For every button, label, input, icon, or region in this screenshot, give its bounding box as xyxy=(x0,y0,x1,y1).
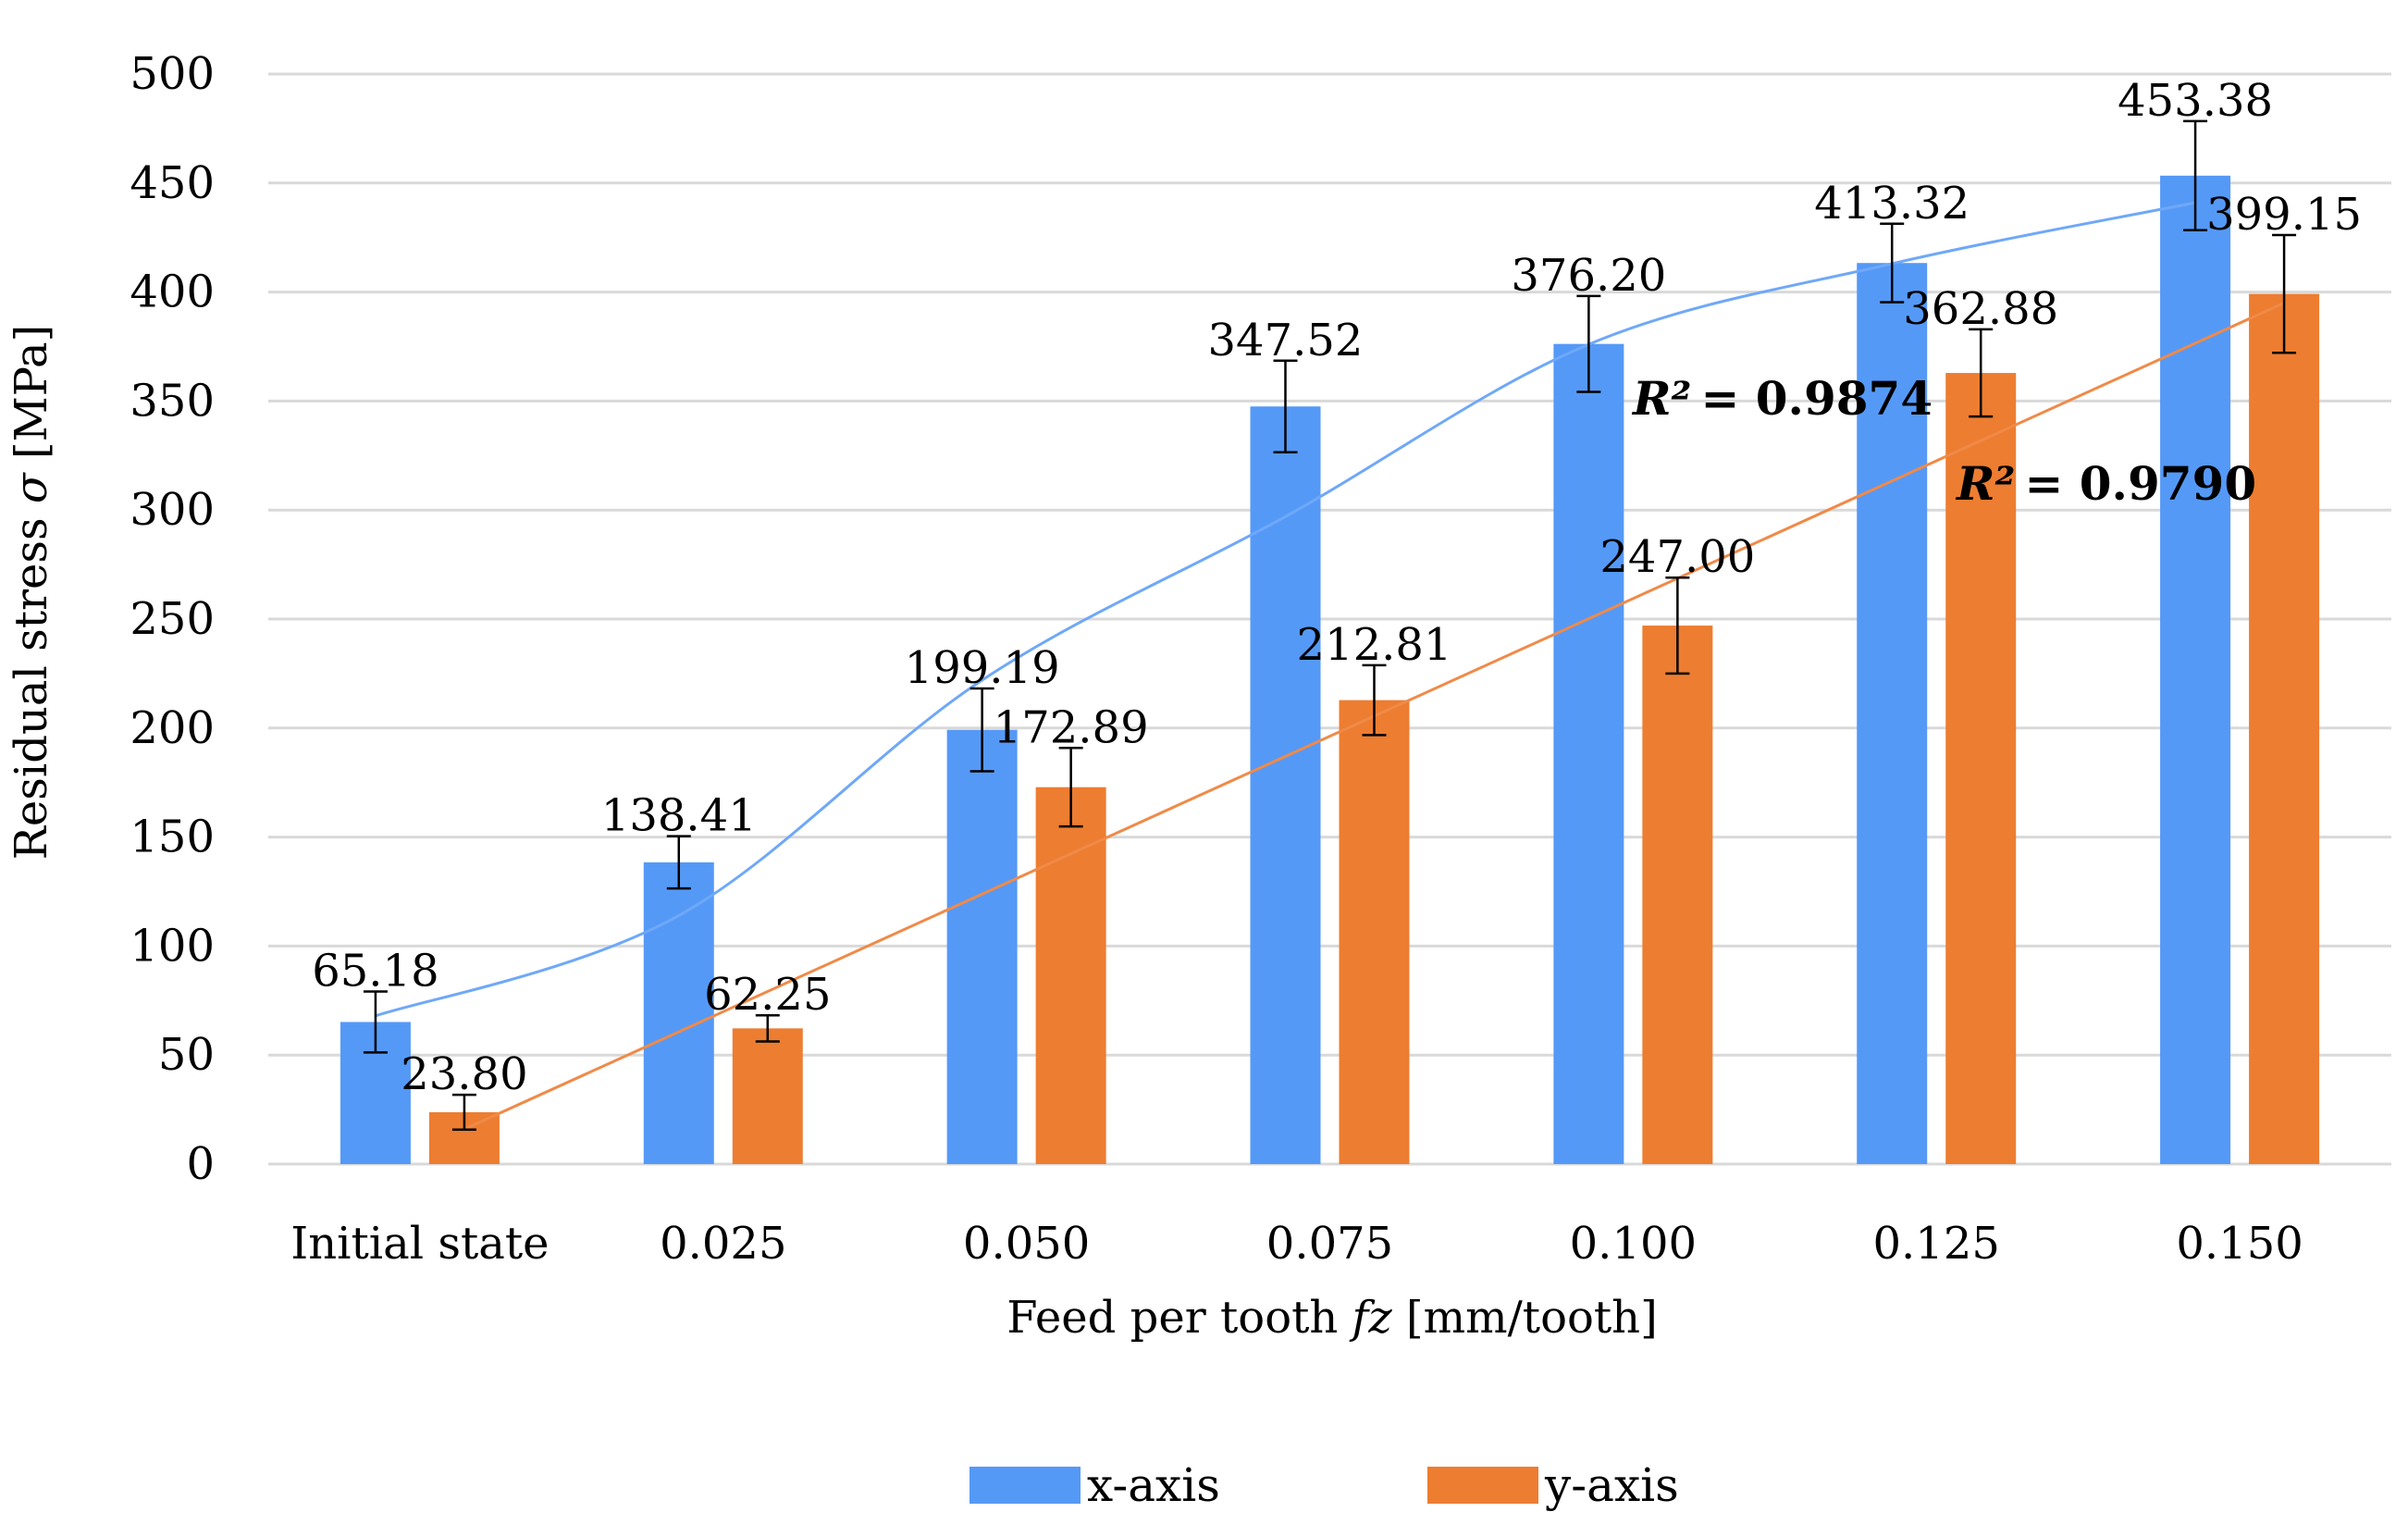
r2-label-x-axis: R² = 0.9874 xyxy=(1631,371,1933,426)
data-label-x-axis-6: 453.38 xyxy=(2118,75,2273,127)
data-label-y-axis-4: 247.00 xyxy=(1599,531,1755,583)
y-tick-label-300: 300 xyxy=(130,484,215,536)
bar-y-axis-2 xyxy=(1035,787,1106,1164)
bar-y-axis-3 xyxy=(1339,700,1410,1164)
y-tick-label-100: 100 xyxy=(130,920,215,972)
bar-x-axis-3 xyxy=(1250,406,1321,1164)
data-label-y-axis-3: 212.81 xyxy=(1297,619,1452,671)
data-label-y-axis-6: 399.15 xyxy=(2206,189,2362,241)
x-tick-label-2: 0.050 xyxy=(963,1218,1090,1270)
y-tick-label-250: 250 xyxy=(130,593,215,645)
data-label-y-axis-0: 23.80 xyxy=(401,1048,527,1100)
y-tick-label-150: 150 xyxy=(130,812,215,863)
y-tick-label-350: 350 xyxy=(130,375,215,427)
legend-swatch-y-axis xyxy=(1427,1467,1538,1504)
r2-label-y-axis: R² = 0.9790 xyxy=(1955,456,2256,511)
bar-x-axis-4 xyxy=(1553,343,1624,1164)
bar-y-axis-6 xyxy=(2249,293,2320,1164)
bar-x-axis-2 xyxy=(946,729,1018,1164)
y-axis-ticks: 0 50 100 150 200 250 300 350 400 450 500 xyxy=(130,48,215,1190)
legend: x-axis y-axis xyxy=(969,1458,1679,1512)
y-axis-title: Residual stress σ [MPa] xyxy=(6,325,57,861)
bars xyxy=(340,175,2320,1165)
data-label-x-axis-0: 65.18 xyxy=(312,945,438,997)
gridlines xyxy=(268,72,2391,1166)
x-tick-label-3: 0.075 xyxy=(1266,1218,1393,1270)
x-axis-categories: Initial state 0.025 0.050 0.075 0.100 0.125 0.… xyxy=(290,1218,2303,1270)
bar-y-axis-4 xyxy=(1642,626,1713,1164)
y-tick-label-500: 500 xyxy=(130,48,215,100)
x-tick-label-1: 0.025 xyxy=(660,1218,786,1270)
data-label-x-axis-1: 138.41 xyxy=(601,790,757,842)
bar-x-axis-1 xyxy=(643,861,714,1164)
data-label-x-axis-3: 347.52 xyxy=(1208,315,1364,366)
legend-swatch-x-axis xyxy=(969,1467,1081,1504)
x-tick-label-4: 0.100 xyxy=(1570,1218,1697,1270)
bar-x-axis-6 xyxy=(2160,175,2231,1165)
y-tick-label-0: 0 xyxy=(186,1138,215,1190)
bar-x-axis-5 xyxy=(1857,263,1928,1164)
x-tick-label-6: 0.150 xyxy=(2176,1218,2303,1270)
data-label-y-axis-2: 172.89 xyxy=(994,701,1149,753)
x-tick-label-0: Initial state xyxy=(290,1218,549,1270)
bar-y-axis-1 xyxy=(732,1028,803,1164)
data-label-y-axis-1: 62.25 xyxy=(704,969,831,1021)
x-axis-title: Feed per tooth fz [mm/tooth] xyxy=(1006,1292,1658,1344)
bar-y-axis-5 xyxy=(1945,373,2017,1165)
y-tick-label-400: 400 xyxy=(130,266,215,318)
legend-label-x-axis: x-axis xyxy=(1087,1458,1220,1512)
data-label-y-axis-5: 362.88 xyxy=(1903,283,2058,335)
data-label-x-axis-2: 199.19 xyxy=(905,642,1060,694)
legend-label-y-axis: y-axis xyxy=(1544,1458,1679,1512)
y-tick-label-50: 50 xyxy=(158,1029,215,1081)
data-labels: 65.18 138.41 199.19 347.52 376.20 413.32 453.3… xyxy=(312,75,2362,1100)
y-tick-label-450: 450 xyxy=(130,157,215,209)
x-tick-label-5: 0.125 xyxy=(1873,1218,2000,1270)
error-bars xyxy=(363,119,2297,1132)
y-tick-label-200: 200 xyxy=(130,702,215,754)
data-label-x-axis-4: 376.20 xyxy=(1511,250,1666,302)
data-label-x-axis-5: 413.32 xyxy=(1814,178,1970,229)
